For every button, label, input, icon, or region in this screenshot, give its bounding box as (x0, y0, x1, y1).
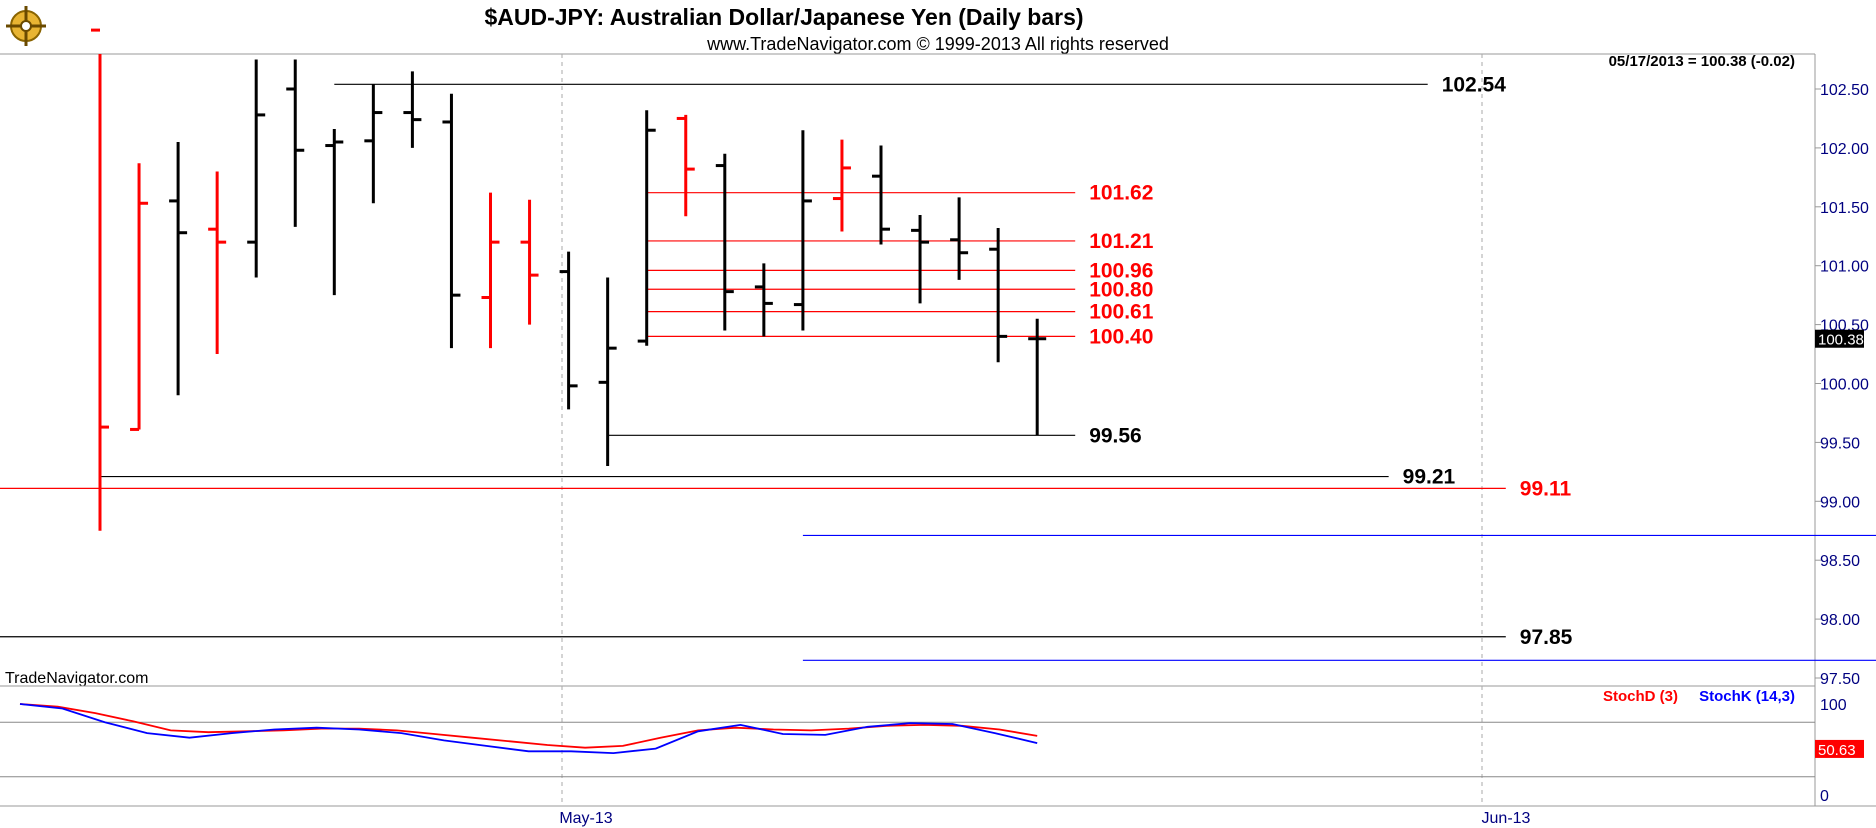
ohlc-bar-13 (598, 277, 617, 466)
stoch-series-line-1 (19, 703, 1038, 755)
last-price-box (1815, 329, 1864, 348)
level-label-2: 101.21 (1089, 230, 1154, 253)
stoch-tick-label-1: 100 (1820, 697, 1847, 714)
ohlc-bar-2 (169, 142, 188, 396)
logo (6, 6, 46, 46)
level-label-7: 99.56 (1089, 424, 1142, 447)
price-tick-label-3: 99.00 (1820, 494, 1860, 511)
ohlc-bar-22 (950, 197, 969, 280)
ohlc-bar-3 (208, 171, 227, 355)
ohlc-bar-10 (481, 192, 500, 349)
ohlc-bar-9 (442, 93, 461, 349)
watermark: TradeNavigator.com (5, 670, 148, 687)
ohlc-bar-1 (130, 163, 149, 431)
stoch-last-box (1815, 739, 1864, 758)
price-tick-label-0: 97.50 (1820, 671, 1860, 688)
ohlc-bar-15 (676, 114, 695, 217)
chart-copyright: www.TradeNavigator.com © 1999-2013 All r… (706, 34, 1169, 54)
level-label-9: 99.11 (1520, 477, 1572, 500)
ohlc-bar-5 (286, 59, 305, 227)
ohlc-bar-7 (364, 84, 383, 204)
ohlc-bar-16 (715, 153, 734, 331)
level-label-0: 102.54 (1442, 73, 1507, 96)
level-label-5: 100.61 (1089, 301, 1154, 324)
ohlc-bar-18 (793, 130, 812, 331)
date-axis: May-13 Jun-13 (559, 810, 1530, 827)
ohlc-bar-11 (520, 199, 539, 325)
level-label-3: 100.96 (1089, 259, 1153, 282)
ohlc-bar-21 (911, 215, 930, 304)
price-tick-label-5: 100.00 (1820, 377, 1869, 394)
price-levels: 102.54101.62101.21100.96100.80100.61100.… (0, 73, 1876, 661)
price-axis: 97.5098.0098.5099.0099.50100.00100.50101… (1815, 82, 1869, 688)
stoch-last-text: 50.63 (1818, 742, 1856, 759)
ohlc-bar-23 (989, 228, 1008, 363)
price-tick-label-4: 99.50 (1820, 435, 1860, 452)
stoch-legend-k: StochK (14,3) (1699, 688, 1795, 705)
level-label-6: 100.40 (1089, 325, 1153, 348)
ohlc-bar-0 (91, 28, 109, 531)
ohlc-bar-6 (325, 129, 344, 296)
price-bars (91, 28, 1047, 531)
ohlc-bar-8 (403, 71, 422, 148)
ohlc-bar-12 (559, 251, 578, 410)
ohlc-bar-24 (1028, 318, 1047, 436)
price-tick-label-8: 101.50 (1820, 200, 1869, 217)
stoch-legend-d: StochD (3) (1603, 688, 1678, 705)
ohlc-bar-4 (247, 59, 266, 278)
ohlc-bar-14 (637, 110, 656, 346)
level-label-8: 99.21 (1403, 466, 1456, 489)
last-price-tag: 100.38 (1815, 329, 1864, 349)
level-label-11: 97.85 (1520, 626, 1573, 649)
last-price-text: 100.38 (1818, 332, 1864, 349)
ohlc-bar-20 (872, 145, 890, 245)
level-label-1: 101.62 (1089, 182, 1153, 205)
price-tick-label-9: 102.00 (1820, 141, 1869, 158)
price-tick-label-2: 98.50 (1820, 553, 1860, 570)
stochastic-pane: 0 100 StochK (14,3) StochD (3) 50.63 (0, 688, 1864, 805)
level-label-4: 100.80 (1089, 278, 1153, 301)
stoch-tick-label-0: 0 (1820, 788, 1829, 805)
date-tick-label-0: May-13 (559, 810, 612, 827)
price-tick-label-10: 102.50 (1820, 82, 1869, 99)
last-quote: 05/17/2013 = 100.38 (-0.02) (1609, 53, 1795, 70)
ohlc-bar-19 (832, 139, 851, 232)
price-tick-label-7: 101.00 (1820, 259, 1869, 276)
date-tick-label-1: Jun-13 (1482, 810, 1531, 827)
grid (561, 54, 1483, 806)
ohlc-bar-17 (754, 263, 773, 337)
chart-title: $AUD-JPY: Australian Dollar/Japanese Yen… (484, 4, 1083, 30)
price-tick-label-1: 98.00 (1820, 612, 1860, 629)
